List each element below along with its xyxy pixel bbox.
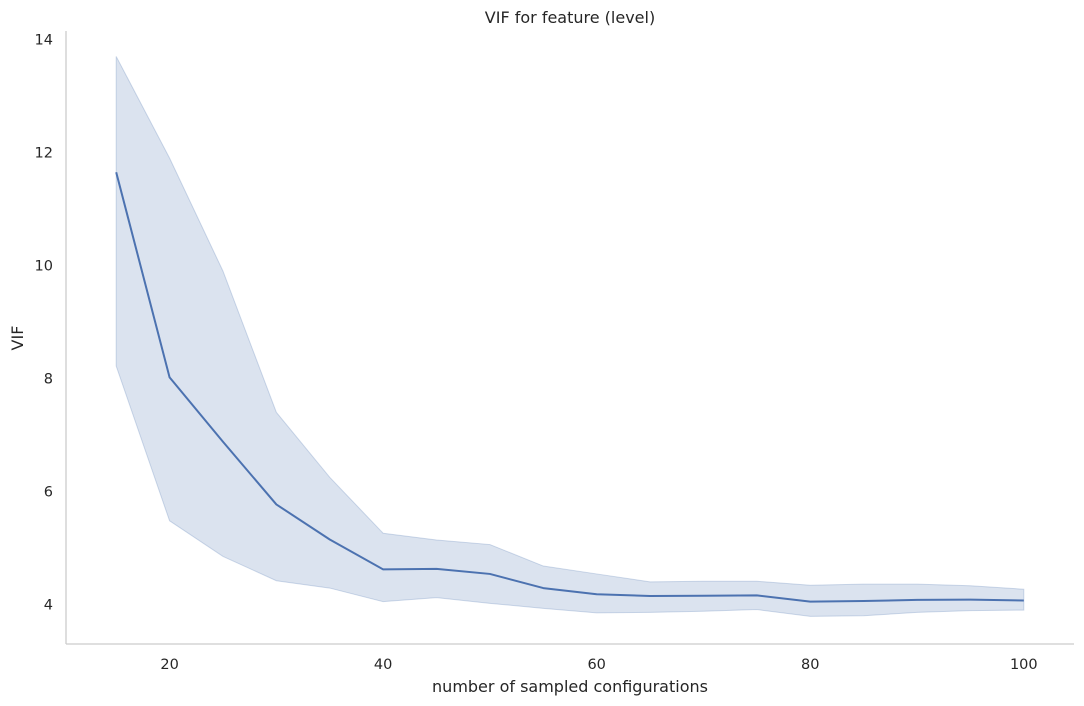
- x-axis-label: number of sampled configurations: [432, 677, 708, 696]
- y-tick-label: 4: [44, 597, 53, 613]
- x-tick-label: 20: [160, 657, 178, 673]
- y-tick-label: 12: [35, 145, 53, 161]
- plot-area: [115, 56, 1025, 617]
- y-ticks: 4 6 8 10 12 14: [35, 32, 53, 613]
- y-tick-label: 14: [35, 32, 53, 48]
- chart-title: VIF for feature (level): [485, 8, 655, 27]
- x-tick-label: 100: [1010, 657, 1038, 673]
- y-tick-label: 8: [44, 371, 53, 387]
- x-tick-label: 40: [374, 657, 392, 673]
- x-ticks: 20 40 60 80 100: [160, 657, 1037, 673]
- y-tick-label: 6: [44, 484, 53, 500]
- series-line: [115, 171, 1024, 603]
- y-tick-label: 10: [35, 258, 53, 274]
- confidence-band: [115, 56, 1025, 617]
- x-tick-label: 80: [801, 657, 819, 673]
- y-axis-label: VIF: [8, 326, 27, 351]
- x-tick-label: 60: [587, 657, 605, 673]
